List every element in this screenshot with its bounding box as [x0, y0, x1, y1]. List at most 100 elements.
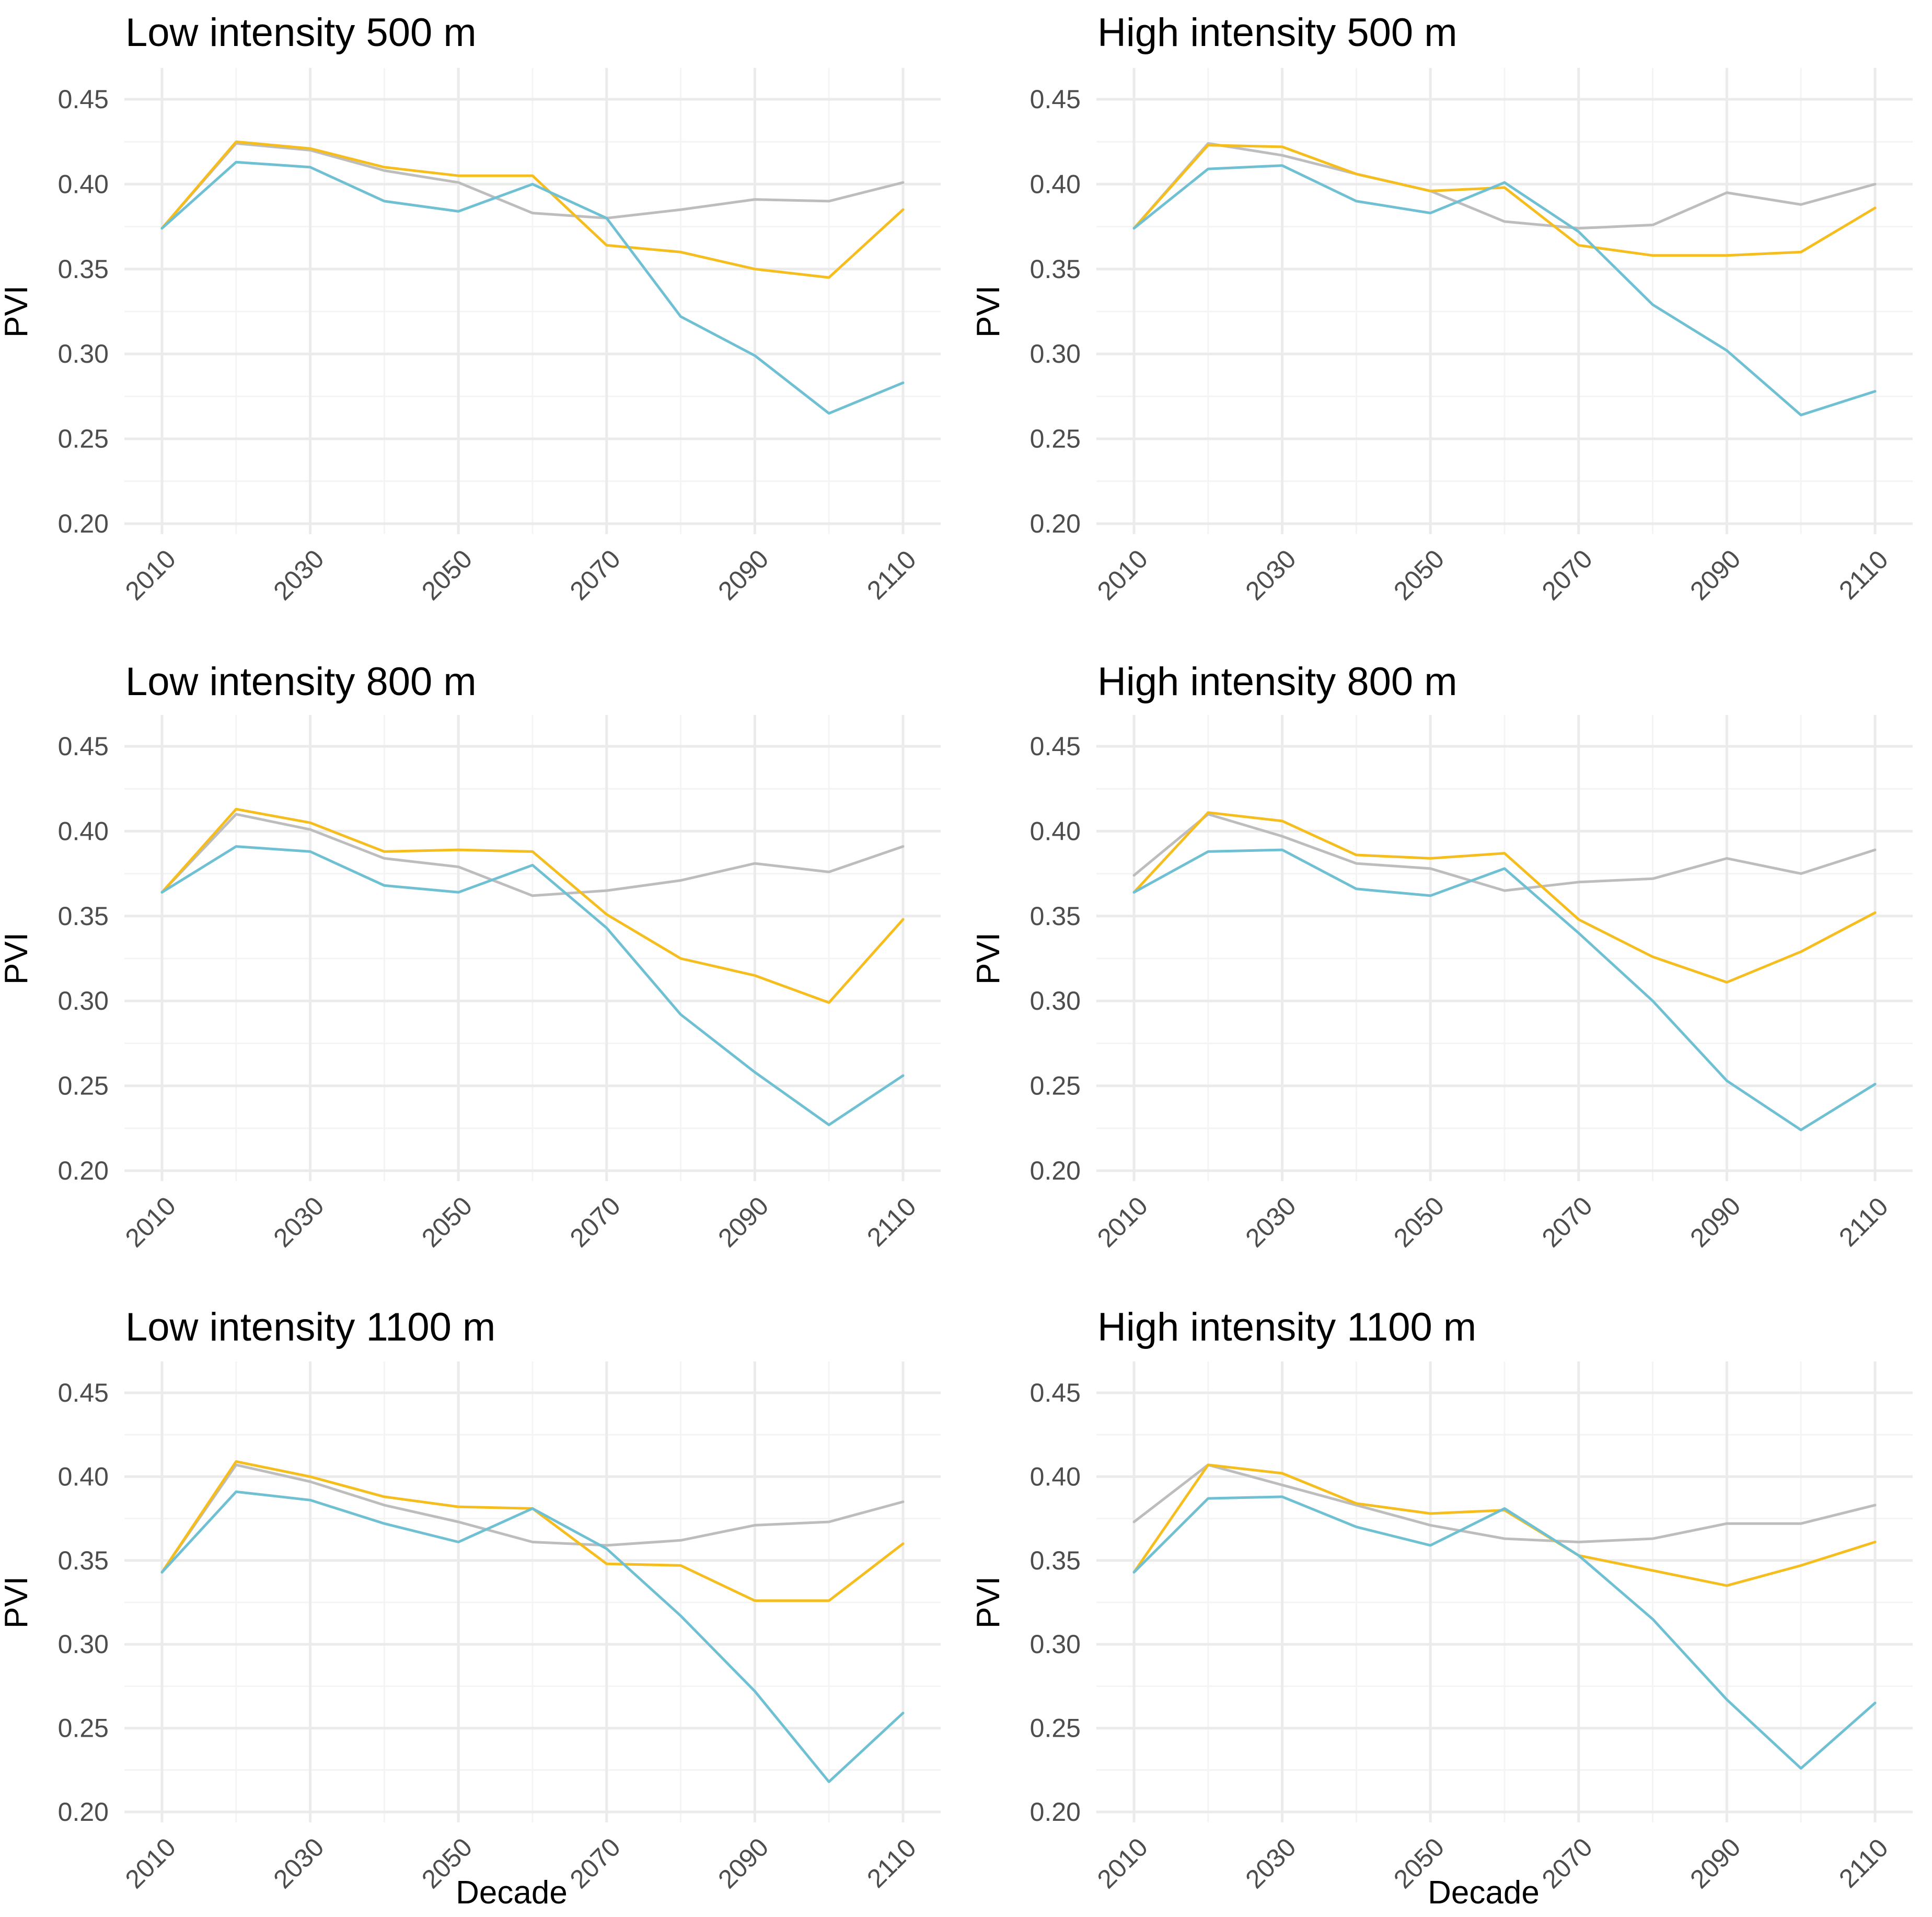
y-tick-label: 0.30: [1030, 986, 1081, 1015]
y-axis-label: PVI: [0, 932, 34, 985]
series-line-yellow: [1132, 811, 1877, 984]
y-tick-label: 0.40: [1030, 169, 1081, 199]
x-tick-label: 2110: [1833, 1833, 1894, 1893]
panel-2: 0.20 0.25 0.30 0.35 0.40 0.45 2010 2030 2050 2070…: [970, 10, 1913, 606]
x-tick-label: 2070: [564, 1832, 626, 1894]
x-tick-label: 2090: [712, 1191, 774, 1253]
panel-3: 0.20 0.25 0.30 0.35 0.40 0.45 2010 2030 2050 2070…: [0, 660, 941, 1253]
x-tick-label: 2110: [861, 1192, 922, 1252]
y-tick-label: 0.20: [1030, 1156, 1081, 1185]
panel-1: 0.20 0.25 0.30 0.35 0.40 0.45 2010 2030 2050 2070…: [0, 10, 941, 606]
y-tick-label: 0.35: [58, 1546, 109, 1575]
y-axis-label: PVI: [970, 1576, 1007, 1629]
x-tick-label: 2050: [1388, 544, 1450, 606]
panel-title: High intensity 500 m: [1097, 10, 1457, 55]
x-tick-label: 2030: [268, 544, 329, 606]
y-tick-label: 0.30: [58, 339, 109, 368]
panel-title: High intensity 800 m: [1097, 660, 1457, 704]
y-tick-label: 0.35: [58, 255, 109, 284]
x-tick-label: 2110: [861, 545, 922, 605]
x-tick-label: 2010: [120, 1832, 181, 1894]
y-tick-label: 0.30: [58, 1630, 109, 1659]
y-tick-label: 0.45: [1030, 1378, 1081, 1407]
x-tick-label: 2070: [1536, 1832, 1598, 1894]
y-axis-label: PVI: [970, 932, 1007, 985]
x-tick-label: 2010: [1092, 1191, 1153, 1253]
y-tick-label: 0.45: [58, 732, 109, 761]
x-tick-label: 2050: [416, 544, 478, 606]
x-tick-label: 2010: [120, 544, 181, 606]
y-tick-label: 0.25: [1030, 424, 1081, 454]
x-tick-label: 2090: [712, 1832, 774, 1894]
y-tick-label: 0.30: [1030, 339, 1081, 368]
series-line-yellow: [1132, 144, 1877, 257]
y-tick-label: 0.35: [58, 902, 109, 931]
y-tick-label: 0.40: [1030, 1462, 1081, 1491]
x-tick-label: 2070: [564, 544, 626, 606]
series-line-blue: [160, 1490, 905, 1783]
series-line-blue: [160, 160, 905, 415]
panel-title: Low intensity 800 m: [125, 660, 477, 704]
series-line-blue: [160, 845, 905, 1126]
series-line-yellow: [160, 140, 905, 279]
x-axis-label: Decade: [456, 1875, 568, 1911]
y-tick-label: 0.35: [1030, 255, 1081, 284]
y-tick-label: 0.25: [58, 1071, 109, 1101]
y-axis-label: PVI: [0, 285, 34, 338]
x-tick-label: 2070: [1536, 544, 1598, 606]
y-tick-label: 0.35: [1030, 1546, 1081, 1575]
x-tick-label: 2070: [564, 1191, 626, 1253]
x-tick-label: 2050: [416, 1191, 478, 1253]
series-line-grey: [1132, 813, 1877, 892]
y-tick-label: 0.25: [1030, 1071, 1081, 1101]
y-tick-label: 0.20: [58, 509, 109, 538]
panel-title: High intensity 1100 m: [1097, 1305, 1476, 1349]
series-line-grey: [1132, 1463, 1877, 1543]
y-tick-label: 0.45: [58, 85, 109, 114]
panel-title: Low intensity 500 m: [125, 10, 477, 55]
y-tick-label: 0.45: [1030, 732, 1081, 761]
y-tick-label: 0.40: [1030, 816, 1081, 846]
series-line-blue: [1132, 164, 1877, 417]
x-tick-label: 2110: [1833, 545, 1894, 605]
x-axis-label: Decade: [1428, 1875, 1540, 1911]
panel-4: 0.20 0.25 0.30 0.35 0.40 0.45 2010 2030 2050 2070…: [970, 660, 1913, 1253]
panel-title: Low intensity 1100 m: [125, 1305, 495, 1349]
y-tick-label: 0.20: [1030, 1797, 1081, 1827]
y-tick-label: 0.40: [58, 816, 109, 846]
x-tick-label: 2110: [861, 1833, 922, 1893]
x-tick-label: 2090: [1684, 1832, 1746, 1894]
x-tick-label: 2030: [1240, 1191, 1301, 1253]
series-line-yellow: [1132, 1463, 1877, 1587]
x-tick-label: 2010: [1092, 1832, 1153, 1894]
y-tick-label: 0.25: [1030, 1714, 1081, 1743]
y-tick-label: 0.25: [58, 1714, 109, 1743]
x-tick-label: 2010: [1092, 544, 1153, 606]
y-tick-label: 0.25: [58, 424, 109, 454]
x-tick-label: 2050: [1388, 1191, 1450, 1253]
x-tick-label: 2070: [1536, 1191, 1598, 1253]
series-line-grey: [160, 142, 905, 230]
y-tick-label: 0.45: [1030, 85, 1081, 114]
y-tick-label: 0.20: [1030, 509, 1081, 538]
y-axis-label: PVI: [970, 285, 1007, 338]
y-tick-label: 0.40: [58, 1462, 109, 1491]
series-line-blue: [1132, 1495, 1877, 1770]
x-tick-label: 2030: [268, 1832, 329, 1894]
y-tick-label: 0.40: [58, 169, 109, 199]
y-tick-label: 0.30: [58, 986, 109, 1015]
y-tick-label: 0.35: [1030, 902, 1081, 931]
y-tick-label: 0.30: [1030, 1630, 1081, 1659]
series-line-grey: [160, 1463, 905, 1574]
series-line-blue: [1132, 848, 1877, 1131]
x-tick-label: 2090: [712, 544, 774, 606]
x-tick-label: 2010: [120, 1191, 181, 1253]
y-tick-label: 0.45: [58, 1378, 109, 1407]
x-tick-label: 2090: [1684, 544, 1746, 606]
x-tick-label: 2090: [1684, 1191, 1746, 1253]
series-line-grey: [1132, 142, 1877, 230]
x-tick-label: 2030: [268, 1191, 329, 1253]
